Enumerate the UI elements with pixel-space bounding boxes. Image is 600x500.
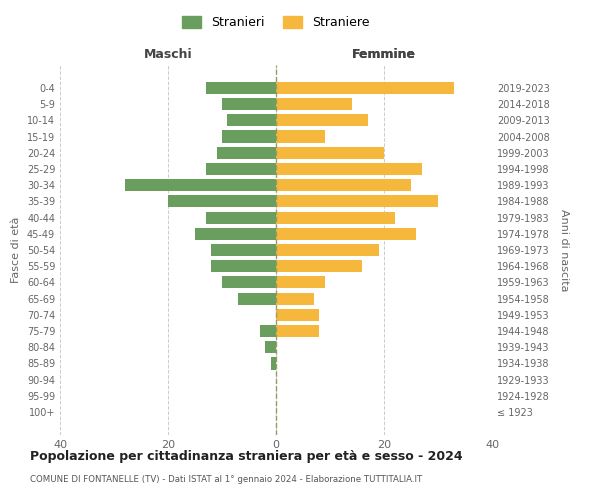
Bar: [195, 228, 276, 240]
Bar: [211, 244, 276, 256]
Text: Maschi: Maschi: [143, 48, 193, 62]
Bar: [206, 82, 276, 94]
Bar: [276, 98, 352, 110]
Bar: [276, 276, 325, 288]
Bar: [271, 358, 276, 370]
Bar: [222, 276, 276, 288]
Bar: [276, 212, 395, 224]
Bar: [276, 325, 319, 337]
Bar: [206, 212, 276, 224]
Bar: [222, 130, 276, 142]
Bar: [276, 163, 422, 175]
Bar: [276, 114, 368, 126]
Bar: [227, 114, 276, 126]
Bar: [276, 244, 379, 256]
Bar: [276, 130, 325, 142]
Bar: [168, 196, 276, 207]
Bar: [276, 179, 411, 191]
Bar: [276, 260, 362, 272]
Text: Femmine: Femmine: [352, 48, 416, 62]
Bar: [276, 292, 314, 304]
Bar: [276, 228, 416, 240]
Bar: [206, 163, 276, 175]
Text: COMUNE DI FONTANELLE (TV) - Dati ISTAT al 1° gennaio 2024 - Elaborazione TUTTITA: COMUNE DI FONTANELLE (TV) - Dati ISTAT a…: [30, 475, 422, 484]
Text: Femmine: Femmine: [352, 48, 416, 62]
Bar: [260, 325, 276, 337]
Bar: [276, 196, 438, 207]
Bar: [238, 292, 276, 304]
Bar: [125, 179, 276, 191]
Bar: [276, 309, 319, 321]
Bar: [265, 341, 276, 353]
Text: Popolazione per cittadinanza straniera per età e sesso - 2024: Popolazione per cittadinanza straniera p…: [30, 450, 463, 463]
Y-axis label: Fasce di età: Fasce di età: [11, 217, 21, 283]
Bar: [217, 146, 276, 159]
Bar: [211, 260, 276, 272]
Bar: [222, 98, 276, 110]
Bar: [276, 146, 384, 159]
Legend: Stranieri, Straniere: Stranieri, Straniere: [178, 11, 374, 34]
Bar: [276, 82, 454, 94]
Y-axis label: Anni di nascita: Anni di nascita: [559, 209, 569, 291]
